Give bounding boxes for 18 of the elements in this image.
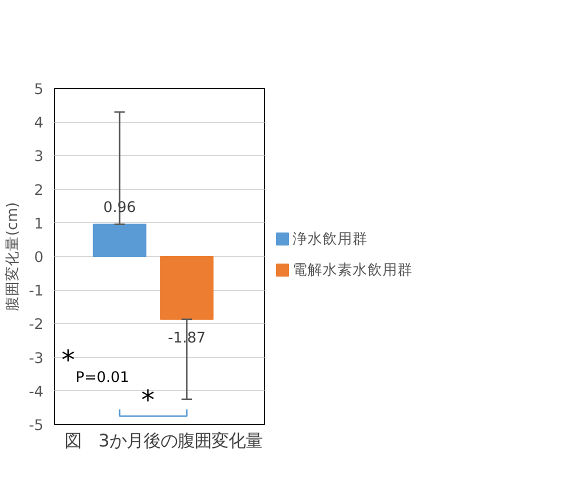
legend-label: 浄水飲用群 <box>292 230 368 248</box>
y-tick-label: 1 <box>34 215 44 232</box>
y-axis-title: 腹囲変化量(cm) <box>4 202 21 311</box>
text: 図 3か月後の腹囲変化量 <box>64 432 263 452</box>
y-tick-label: 0 <box>34 249 44 266</box>
y-tick-label: 2 <box>34 182 44 199</box>
y-tick-label: 4 <box>34 114 44 132</box>
y-tick-label: -5 <box>28 417 44 434</box>
annotation: * <box>141 385 155 416</box>
y-tick-label: -2 <box>28 316 44 334</box>
legend-label: 電解水素水飲用群 <box>292 262 412 279</box>
y-tick-label: 5 <box>34 81 44 98</box>
y-tick-label: -1 <box>28 282 44 300</box>
annotation: P=0.01 <box>76 368 130 386</box>
y-tick-label: -3 <box>28 350 44 367</box>
annotation: * <box>61 344 75 376</box>
y-tick-label: 3 <box>34 148 44 166</box>
y-tick-label: -4 <box>28 383 44 400</box>
